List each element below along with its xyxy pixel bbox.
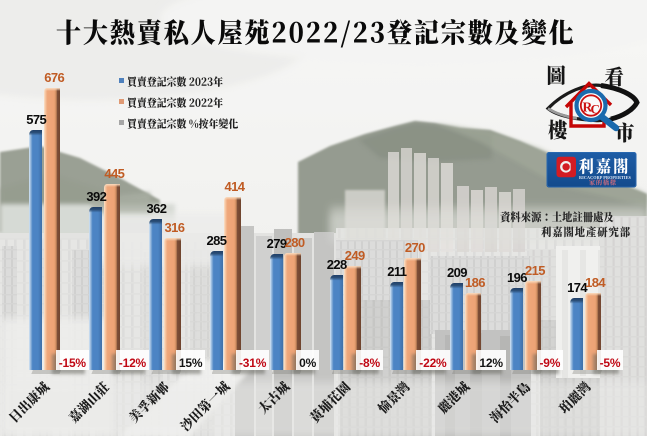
svg-text:R: R [583, 100, 593, 115]
svg-text:C: C [591, 102, 600, 117]
svg-text:RICACORP PROPERTIES: RICACORP PROPERTIES [579, 175, 631, 180]
